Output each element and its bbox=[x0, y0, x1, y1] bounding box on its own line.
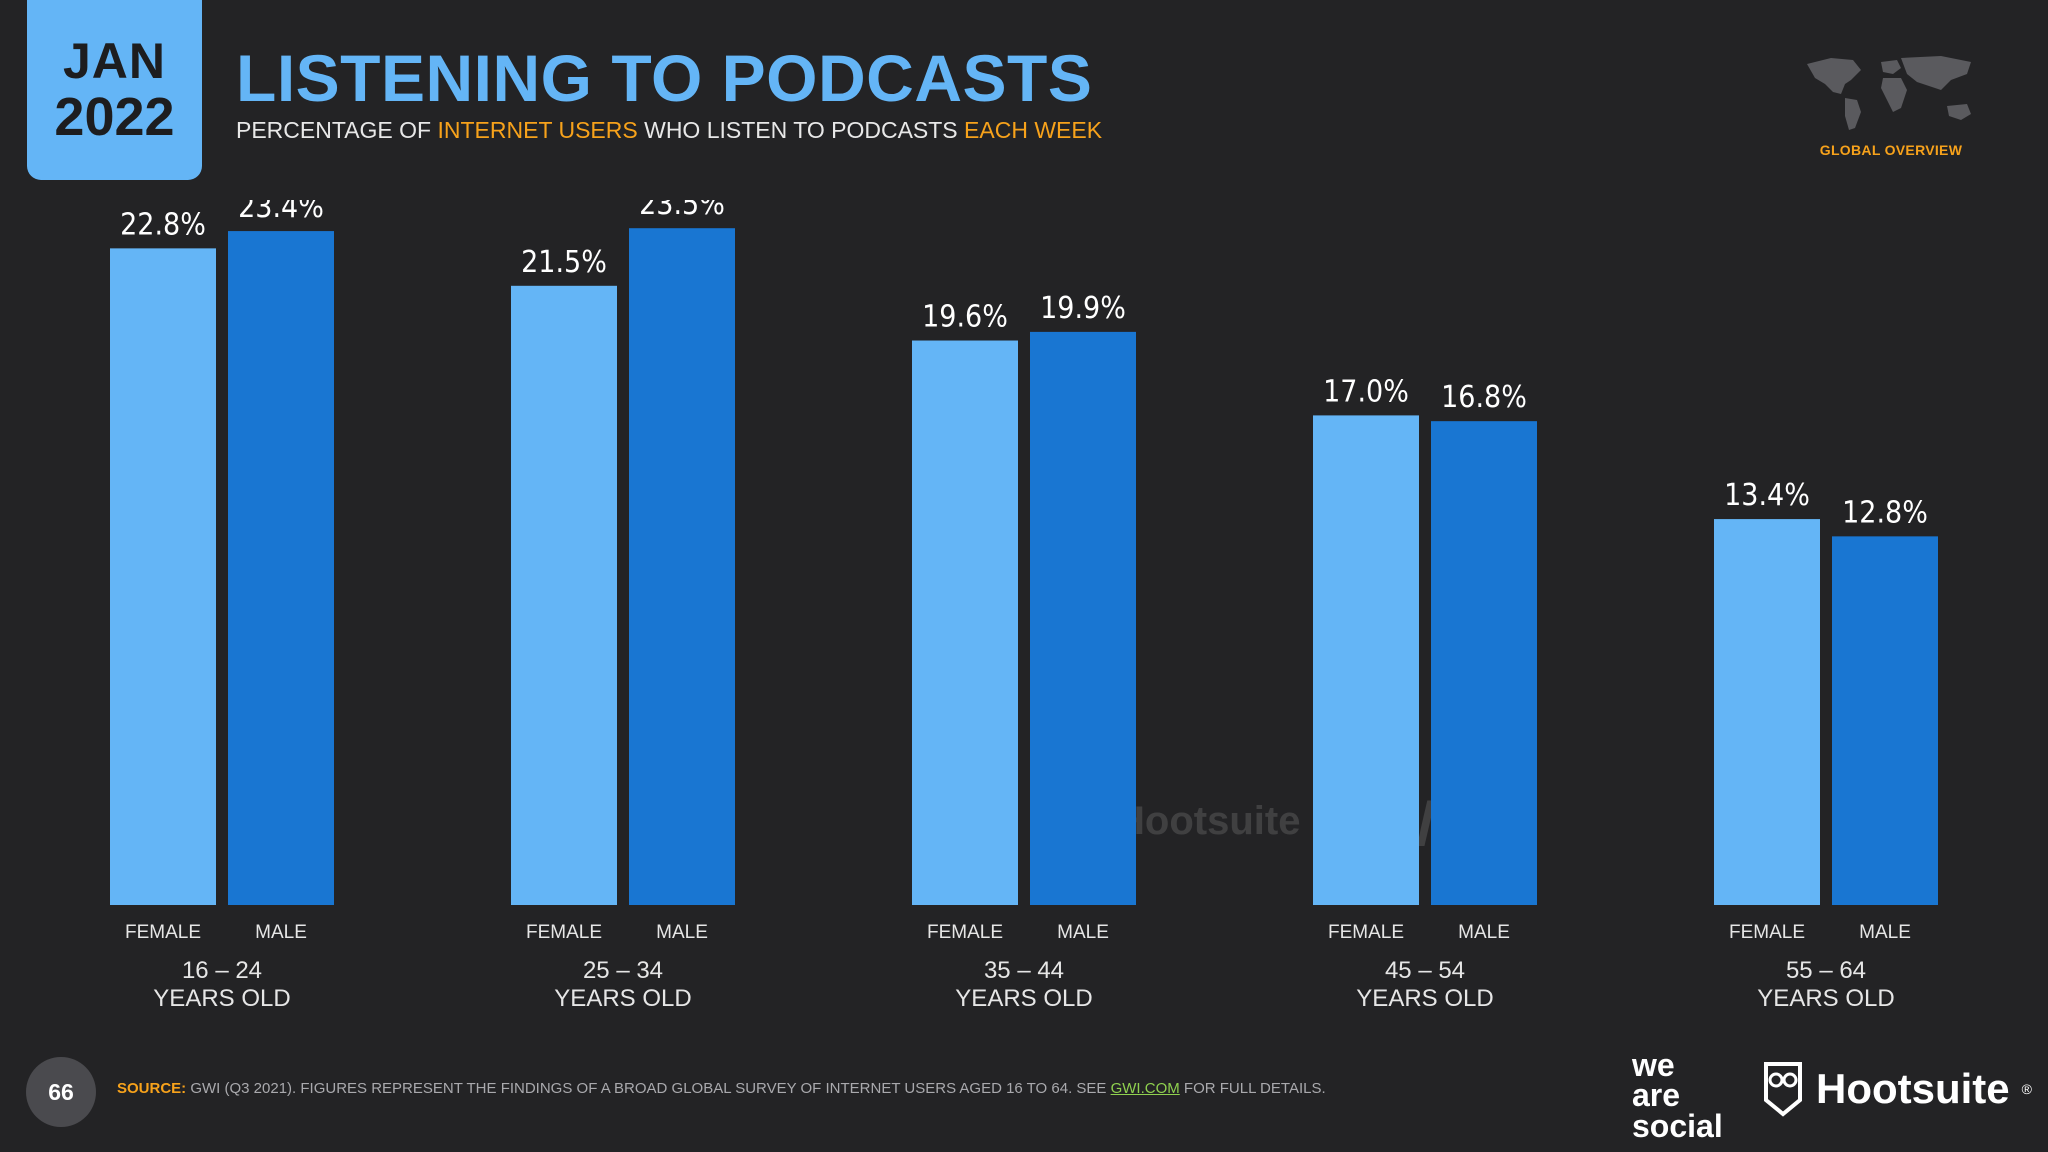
category-label: 35 – 44 bbox=[984, 957, 1064, 984]
owl-icon bbox=[1764, 1062, 1802, 1117]
bar-female-2 bbox=[511, 285, 617, 905]
bar-female-5 bbox=[1714, 519, 1820, 905]
registered-mark: ® bbox=[2021, 1081, 2032, 1097]
series-label: FEMALE bbox=[927, 922, 1003, 943]
date-badge: JAN 2022 bbox=[27, 0, 202, 180]
series-label: MALE bbox=[255, 922, 307, 943]
watermark-hootsuite: Hootsuite bbox=[1116, 799, 1300, 843]
world-map-icon bbox=[1807, 56, 1971, 130]
bar-female-1 bbox=[110, 248, 216, 906]
region-badge: GLOBAL OVERVIEW bbox=[1796, 50, 1986, 158]
series-label: FEMALE bbox=[526, 922, 602, 943]
region-label: GLOBAL OVERVIEW bbox=[1819, 142, 1963, 158]
bar-male-3 bbox=[1030, 331, 1136, 905]
category-suffix: YEARS OLD bbox=[1757, 985, 1894, 1012]
value-label: 12.8% bbox=[1842, 495, 1928, 530]
page-subtitle: PERCENTAGE OF INTERNET USERS WHO LISTEN … bbox=[236, 117, 1102, 144]
source-text: GWI (Q3 2021). FIGURES REPRESENT THE FIN… bbox=[186, 1080, 1111, 1097]
category-label: 45 – 54 bbox=[1385, 957, 1465, 984]
bar-male-2 bbox=[629, 228, 735, 905]
source-key: SOURCE: bbox=[117, 1080, 187, 1097]
category-label: 55 – 64 bbox=[1786, 957, 1866, 984]
series-label: MALE bbox=[1859, 922, 1911, 943]
category-suffix: YEARS OLD bbox=[153, 985, 290, 1012]
category-suffix: YEARS OLD bbox=[1356, 985, 1493, 1012]
bar-male-4 bbox=[1431, 421, 1537, 905]
logo-line: are bbox=[1632, 1077, 1681, 1114]
category-suffix: YEARS OLD bbox=[554, 985, 691, 1012]
date-month: JAN bbox=[62, 33, 167, 89]
hootsuite-logo: Hootsuite ® bbox=[1762, 1060, 2032, 1118]
date-year: 2022 bbox=[54, 87, 175, 147]
hootsuite-wordmark: Hootsuite bbox=[1816, 1065, 2010, 1112]
category-label: 25 – 34 bbox=[583, 957, 663, 984]
value-label: 17.0% bbox=[1323, 374, 1409, 409]
source-text: FOR FULL DETAILS. bbox=[1179, 1080, 1326, 1097]
bar-female-3 bbox=[912, 340, 1018, 905]
value-label: 22.8% bbox=[120, 207, 206, 242]
value-label: 13.4% bbox=[1724, 478, 1810, 513]
category-label: 16 – 24 bbox=[182, 957, 262, 984]
series-label: FEMALE bbox=[125, 922, 201, 943]
subtitle-part: WHO LISTEN TO PODCASTS bbox=[637, 117, 965, 143]
subtitle-highlight: EACH WEEK bbox=[964, 117, 1103, 143]
series-label: MALE bbox=[1057, 922, 1109, 943]
logo-line: social bbox=[1632, 1107, 1723, 1144]
bar-female-4 bbox=[1313, 415, 1419, 905]
bar-male-5 bbox=[1832, 536, 1938, 905]
page-title: LISTENING TO PODCASTS bbox=[236, 41, 1093, 115]
subtitle-highlight: INTERNET USERS bbox=[437, 117, 638, 143]
series-label: MALE bbox=[1458, 922, 1510, 943]
series-label: FEMALE bbox=[1729, 922, 1805, 943]
value-label: 21.5% bbox=[521, 245, 607, 280]
source-note: SOURCE: GWI (Q3 2021). FIGURES REPRESENT… bbox=[117, 1080, 1326, 1097]
value-label: 23.4% bbox=[238, 200, 324, 225]
bar-male-1 bbox=[228, 231, 334, 905]
category-suffix: YEARS OLD bbox=[955, 985, 1092, 1012]
value-label: 23.5% bbox=[639, 200, 725, 222]
value-label: 16.8% bbox=[1441, 380, 1527, 415]
value-label: 19.9% bbox=[1040, 291, 1126, 326]
series-label: FEMALE bbox=[1328, 922, 1404, 943]
source-link[interactable]: GWI.COM bbox=[1110, 1080, 1180, 1097]
value-label: 19.6% bbox=[922, 300, 1008, 335]
subtitle-part: PERCENTAGE OF bbox=[236, 117, 438, 143]
we-are-social-logo: we are social bbox=[1632, 1047, 1723, 1144]
bar-chart: we are social Hootsuite GWI. 22.8%FEMALE… bbox=[110, 200, 1938, 1012]
series-label: MALE bbox=[656, 922, 708, 943]
page-number: 66 bbox=[26, 1057, 96, 1127]
logo-line: we bbox=[1632, 1047, 1675, 1083]
